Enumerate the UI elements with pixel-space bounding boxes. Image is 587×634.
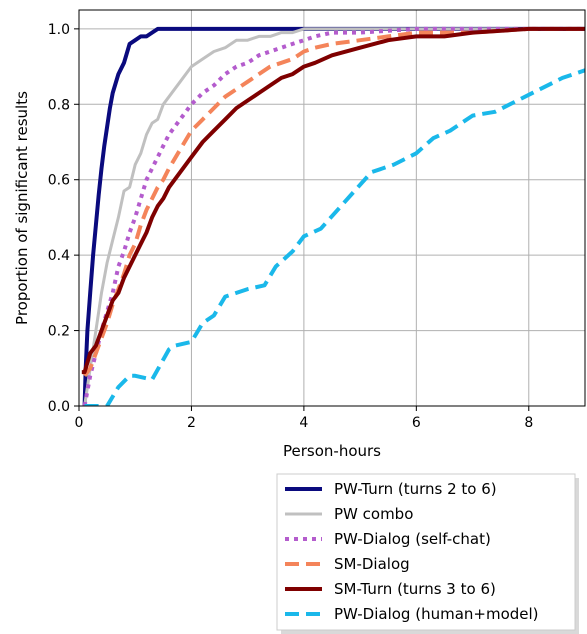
x-axis-label: Person-hours <box>283 442 381 460</box>
x-tick-label: 8 <box>524 415 533 431</box>
x-tick-label: 2 <box>187 415 196 431</box>
legend-label: PW-Turn (turns 2 to 6) <box>334 480 497 498</box>
legend-box <box>276 473 576 631</box>
legend: PW-Turn (turns 2 to 6) PW combo PW-Dialog … <box>276 473 579 634</box>
y-tick-label: 0.2 <box>48 324 70 340</box>
series-line-2 <box>82 26 585 406</box>
x-tick-label: 0 <box>75 415 84 431</box>
x-tick-label: 4 <box>299 415 308 431</box>
y-tick-label: 0.6 <box>48 173 70 189</box>
axis-ticks: 0 2 4 6 8 0.0 0.2 0.4 0.6 0.8 1.0 <box>48 22 534 431</box>
y-axis-label: Proportion of significant results <box>13 91 31 325</box>
legend-label: SM-Turn (turns 3 to 6) <box>334 580 496 598</box>
y-tick-label: 1.0 <box>48 22 70 38</box>
series-layer <box>81 26 585 406</box>
y-tick-label: 0.0 <box>48 399 70 415</box>
legend-label: PW combo <box>334 505 413 523</box>
legend-label: SM-Dialog <box>334 555 410 573</box>
legend-label: PW-Dialog (human+model) <box>334 605 539 623</box>
x-tick-label: 6 <box>412 415 421 431</box>
y-tick-label: 0.4 <box>48 248 70 264</box>
legend-label: PW-Dialog (self-chat) <box>334 530 491 548</box>
series-line-5 <box>84 68 585 406</box>
plot-frame <box>78 9 586 407</box>
series-line-4 <box>81 26 585 375</box>
y-tick-label: 0.8 <box>48 97 70 113</box>
series-line-1 <box>83 27 585 406</box>
series-line-0 <box>82 26 585 406</box>
